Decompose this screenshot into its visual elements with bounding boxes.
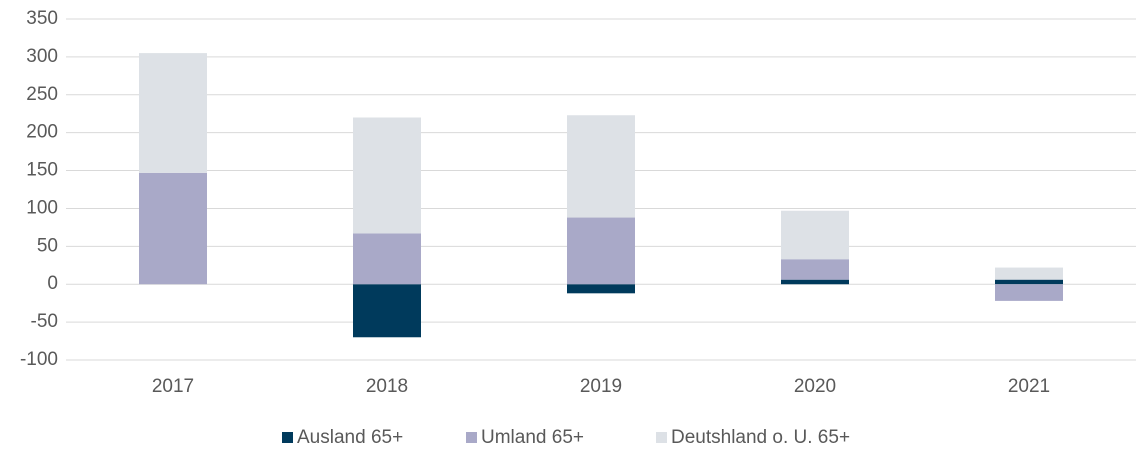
bar (567, 115, 635, 218)
bar (781, 210, 849, 260)
x-tick-label: 2018 (366, 376, 408, 397)
bar (995, 284, 1063, 301)
bar (995, 279, 1063, 285)
legend-swatch (282, 432, 293, 443)
y-tick-label: 300 (26, 46, 58, 67)
bar (781, 279, 849, 285)
x-tick-label: 2020 (794, 376, 836, 397)
legend-label: Umland 65+ (481, 427, 584, 448)
bar (353, 117, 421, 234)
bar (781, 259, 849, 280)
bar (139, 172, 207, 285)
y-tick-label: 100 (26, 197, 58, 218)
y-tick-label: 50 (37, 235, 58, 256)
bar (139, 53, 207, 173)
bar (995, 267, 1063, 280)
y-tick-label: 350 (26, 8, 58, 29)
x-tick-label: 2019 (580, 376, 622, 397)
legend-swatch (466, 432, 477, 443)
x-tick-label: 2021 (1008, 376, 1050, 397)
bar (567, 284, 635, 294)
legend-swatch (656, 432, 667, 443)
y-tick-label: -50 (31, 311, 58, 332)
bar (353, 233, 421, 285)
legend-label: Ausland 65+ (297, 427, 403, 448)
y-tick-label: 250 (26, 84, 58, 105)
bar (567, 217, 635, 285)
x-tick-label: 2017 (152, 376, 194, 397)
y-tick-label: 200 (26, 122, 58, 143)
bar (353, 284, 421, 338)
y-tick-label: 0 (47, 273, 58, 294)
y-tick-label: 150 (26, 160, 58, 181)
y-tick-label: -100 (20, 349, 58, 370)
legend-label: Deutshland o. U. 65+ (671, 427, 850, 448)
